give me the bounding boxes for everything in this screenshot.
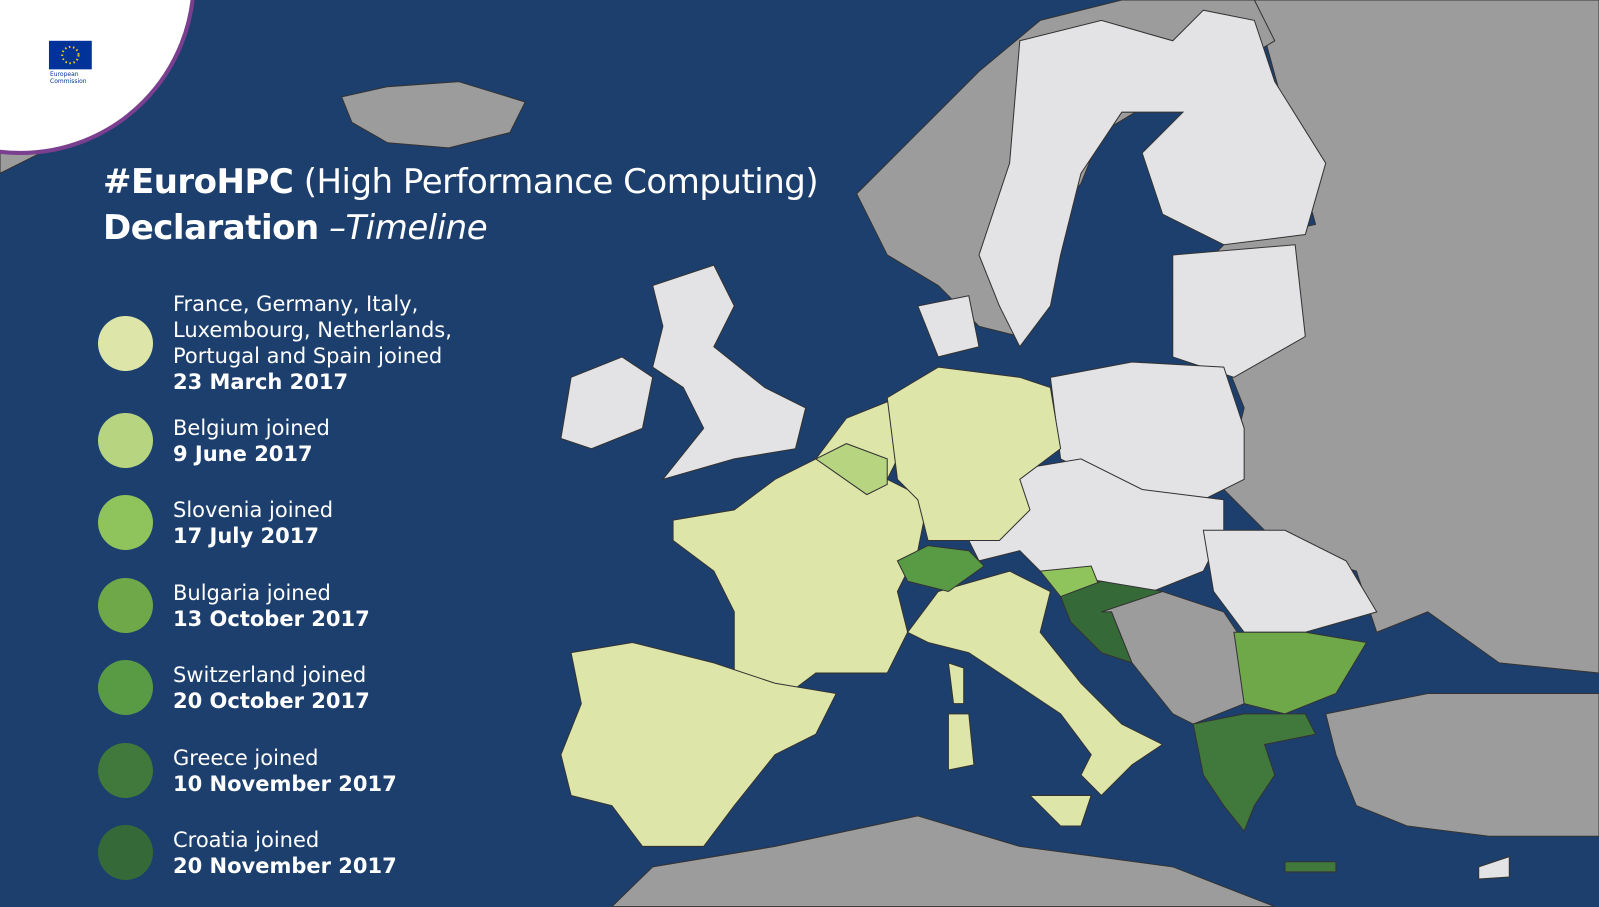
legend-line: Switzerland joined	[173, 662, 367, 687]
legend-date: 10 November 2017	[173, 771, 397, 796]
legend-text: Switzerland joined 20 October 2017	[173, 662, 370, 714]
legend-line: Slovenia joined	[173, 497, 334, 522]
legend-line: Belgium joined	[173, 415, 330, 440]
title-line-1: #EuroHPC (High Performance Computing)	[103, 162, 819, 202]
legend-date: 20 November 2017	[173, 853, 397, 878]
legend-text: Belgium joined 9 June 2017	[173, 415, 330, 467]
legend-line: Greece joined	[173, 745, 319, 770]
legend-dot	[98, 660, 153, 715]
legend-line: Croatia joined	[173, 827, 320, 852]
title-timeline: –Timeline	[329, 208, 488, 248]
legend-date: 9 June 2017	[173, 441, 313, 466]
legend-line: Portugal and Spain joined	[173, 344, 443, 368]
legend-item: Switzerland joined 20 October 2017	[98, 660, 370, 715]
legend-dot	[98, 578, 153, 633]
legend-text: Slovenia joined 17 July 2017	[173, 497, 333, 549]
title-hashtag: #EuroHPC	[103, 162, 294, 202]
legend-item: Belgium joined 9 June 2017	[98, 413, 330, 468]
legend-dot	[98, 315, 153, 371]
legend-date: 17 July 2017	[173, 523, 319, 548]
logo-line: European	[50, 71, 79, 78]
title-declaration: Declaration	[103, 208, 319, 248]
legend-text: Bulgaria joined 13 October 2017	[173, 580, 370, 632]
legend-text: Croatia joined 20 November 2017	[173, 827, 397, 879]
legend-item: Greece joined 10 November 2017	[98, 743, 397, 798]
logo-line: Commission	[50, 78, 87, 85]
legend-text: Greece joined 10 November 2017	[173, 745, 397, 797]
title-subtitle: (High Performance Computing)	[303, 162, 819, 202]
legend-dot	[98, 495, 153, 550]
title-line-2: Declaration –Timeline	[103, 208, 488, 248]
legend-line: Luxembourg, Netherlands,	[173, 318, 452, 342]
legend-line: France, Germany, Italy,	[173, 292, 419, 316]
legend-item: Bulgaria joined 13 October 2017	[98, 578, 370, 633]
legend-dot	[98, 413, 153, 468]
legend-item: France, Germany, Italy, Luxembourg, Nethe…	[98, 291, 452, 395]
legend-date: 23 March 2017	[173, 370, 349, 394]
logo-text: European Commission	[50, 71, 87, 85]
legend-line: Bulgaria joined	[173, 580, 331, 605]
legend-item: Croatia joined 20 November 2017	[98, 825, 397, 880]
legend-date: 13 October 2017	[173, 606, 370, 631]
legend-dot	[98, 743, 153, 798]
legend-date: 20 October 2017	[173, 688, 370, 713]
legend-dot	[98, 825, 153, 880]
legend-text: France, Germany, Italy, Luxembourg, Nethe…	[173, 291, 452, 395]
legend-item: Slovenia joined 17 July 2017	[98, 495, 333, 550]
